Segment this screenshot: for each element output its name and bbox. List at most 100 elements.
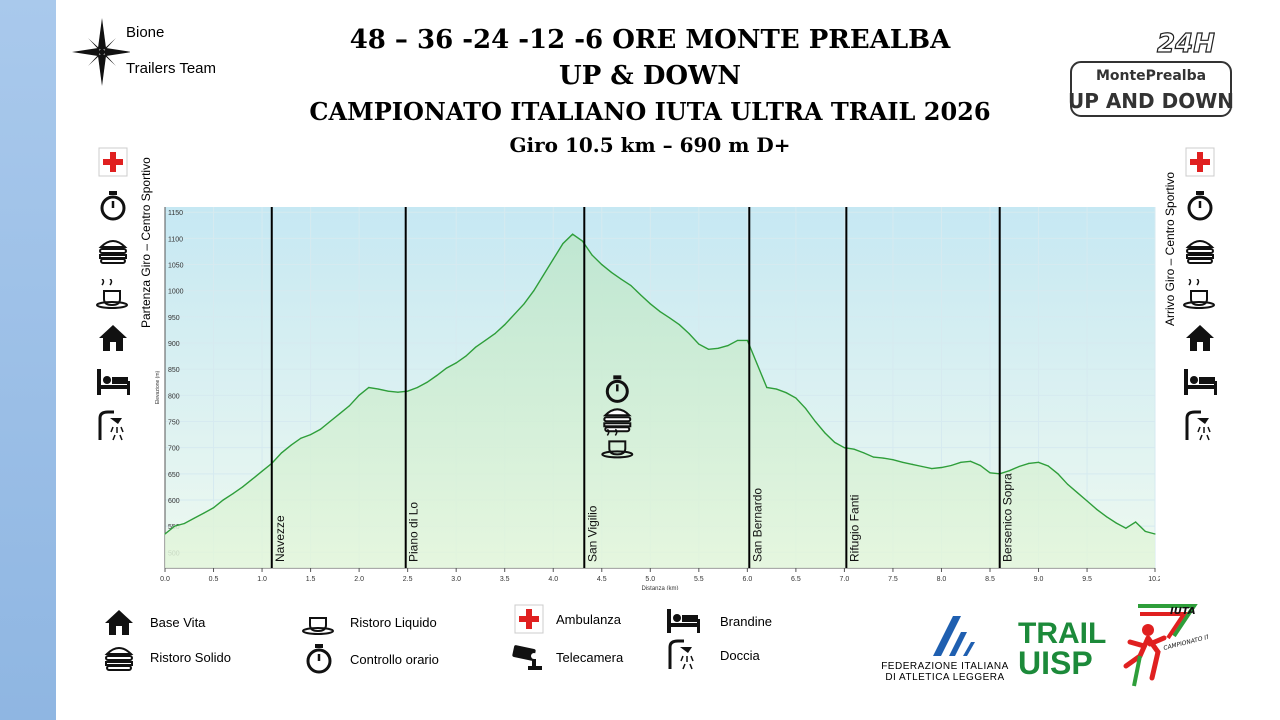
star-logo-icon [72, 18, 132, 86]
x-tick-label: 5.0 [645, 576, 655, 583]
legend-label: Doccia [720, 647, 760, 663]
elevation-point [630, 284, 632, 287]
start-services-column [96, 145, 140, 453]
elevation-point [911, 463, 913, 466]
y-tick-label: 1100 [168, 236, 183, 243]
legend-label: Ambulanza [556, 611, 622, 627]
legend-item: Controllo orario [302, 642, 439, 676]
x-tick-label: 0.0 [160, 576, 170, 583]
ambulance-icon [512, 602, 546, 636]
elevation-point [931, 467, 933, 470]
elevation-point [484, 339, 486, 342]
elevation-point [989, 472, 991, 474]
fidal-logo: FEDERAZIONE ITALIANA DI ATLETICA LEGGERA [880, 612, 1010, 683]
burger-icon [96, 233, 130, 267]
x-tick-label: 10.2 [1148, 576, 1160, 583]
waypoint-label: San Bernardo [750, 488, 764, 562]
legend-item: Brandine [666, 604, 772, 638]
cup-icon [601, 428, 634, 459]
elevation-point [358, 394, 360, 396]
elevation-point [717, 347, 719, 349]
legend-label: Ristoro Liquido [350, 614, 437, 630]
x-tick-label: 7.5 [888, 576, 898, 583]
elevation-point [853, 448, 855, 450]
elevation-point [572, 233, 574, 235]
fidal-mark-icon [933, 616, 975, 656]
elevation-point [465, 355, 467, 357]
elevation-point [1154, 533, 1156, 535]
y-tick-label: 1000 [168, 289, 184, 296]
y-tick-label: 850 [168, 367, 180, 374]
legend-label: Telecamera [556, 649, 624, 665]
elevation-point [775, 388, 778, 390]
elevation-point [591, 254, 593, 256]
elevation-point [688, 333, 690, 335]
elevation-point [969, 460, 972, 462]
x-tick-label: 8.5 [985, 576, 995, 583]
elevation-point [309, 433, 312, 436]
elevation-point [698, 343, 700, 345]
finish-label: Arrivo Giro – Centro Sportivo [1163, 171, 1177, 326]
waypoint-label: San Vigilio [585, 505, 599, 562]
title-line3: CAMPIONATO ITALIANO IUTA ULTRA TRAIL 202… [309, 97, 991, 126]
elevation-point [824, 432, 826, 434]
elevation-point [174, 525, 176, 527]
legend-label: Base Vita [150, 614, 206, 630]
elevation-point [610, 271, 613, 273]
burger-icon [102, 640, 136, 674]
x-tick-label: 4.5 [597, 576, 607, 583]
elevation-point [474, 346, 477, 348]
elevation-point [1125, 527, 1127, 529]
iuta-text: IUTA [1170, 606, 1196, 617]
elevation-point [766, 386, 768, 389]
shower-icon [1183, 409, 1217, 443]
elevation-point [639, 294, 642, 296]
elevation-point [251, 478, 253, 480]
elevation-point [533, 290, 535, 292]
elevation-point [300, 437, 302, 439]
legend-item: Base Vita [102, 605, 205, 639]
y-tick-label: 1150 [168, 210, 183, 217]
elevation-point [979, 464, 981, 467]
x-tick-label: 0.5 [209, 576, 219, 583]
legend-label: Ristoro Solido [150, 649, 231, 665]
house-icon [102, 605, 136, 639]
y-tick-label: 600 [168, 498, 180, 505]
elevation-point [581, 240, 583, 242]
house-icon [96, 321, 130, 355]
elevation-point [882, 457, 884, 459]
elevation-point [280, 452, 283, 454]
elevation-point [785, 392, 787, 394]
fidal-line2: DI ATLETICA LEGGERA [885, 672, 1005, 683]
x-axis-label: Distanza (km) [641, 586, 678, 590]
y-axis-label: Elevazione (m) [155, 371, 161, 405]
waypoint-label: Bersenico Sopra [1001, 473, 1015, 562]
elevation-point [1115, 522, 1117, 524]
y-tick-label: 900 [168, 341, 180, 348]
elevation-point [1134, 521, 1137, 523]
elevation-point [387, 390, 389, 392]
elevation-point [523, 303, 525, 305]
legend-item: Ristoro Liquido [302, 605, 437, 639]
elevation-point [601, 263, 603, 266]
elevation-point [494, 333, 496, 335]
elevation-point [707, 348, 710, 350]
elevation-point [1057, 473, 1059, 475]
event-logo: 24H MontePrealba UP AND DOWN [1065, 28, 1237, 120]
camera-icon [512, 640, 546, 674]
elevation-point [329, 420, 331, 423]
elevation-point [669, 317, 671, 319]
elevation-point [193, 517, 195, 519]
elevation-point [960, 461, 962, 463]
stopwatch-icon [1183, 189, 1217, 223]
elevation-point [756, 363, 758, 365]
elevation-point [940, 466, 943, 469]
elevation-point [183, 522, 186, 525]
cup-icon [96, 277, 130, 311]
elevation-point [1067, 483, 1069, 485]
elevation-point [872, 456, 875, 458]
elevation-point [863, 452, 865, 454]
elevation-point [814, 420, 816, 423]
x-tick-label: 1.0 [257, 576, 267, 583]
elevation-point [727, 345, 729, 347]
